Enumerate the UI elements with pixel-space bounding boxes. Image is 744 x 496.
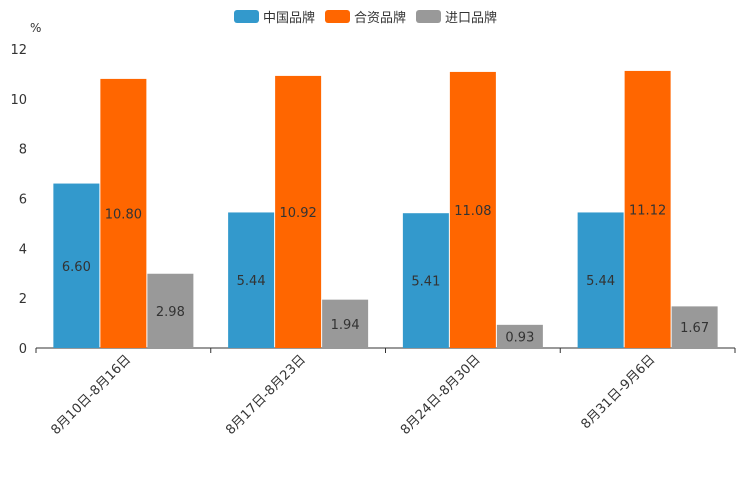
legend-label-jv-brand: 合资品牌 [354,11,407,26]
y-tick-label: 2 [19,292,27,307]
bar-value-label: 10.80 [105,207,142,222]
legend-item-import-brand[interactable]: 进口品牌 [416,7,497,26]
legend-label-import-brand: 进口品牌 [445,11,498,26]
bar [449,71,496,348]
bar-value-label: 10.92 [280,206,317,221]
bar-value-label: 11.12 [629,203,666,218]
bar-value-label: 0.93 [505,330,534,345]
chart-legend: 中国品牌 合资品牌 进口品牌 [234,7,497,26]
bar [496,324,543,348]
bar [577,212,624,348]
y-tick-label: 0 [19,342,27,357]
y-tick-label: 10 [10,93,27,108]
bar-value-label: 1.94 [331,318,360,333]
x-tick-label: 8月24日-8月30日 [398,352,484,438]
legend-label-china-brand: 中国品牌 [263,11,316,26]
bar [322,299,369,348]
bar-value-label: 1.67 [680,321,709,336]
bar [671,306,718,348]
legend-item-jv-brand[interactable]: 合资品牌 [325,7,406,26]
y-axis-unit: % [30,21,42,35]
legend-swatch-china-brand [234,10,259,23]
legend-swatch-import-brand [416,10,442,23]
y-tick-label: 4 [19,242,27,257]
bar-value-label: 6.60 [62,260,91,275]
bar-value-label: 5.44 [586,274,615,289]
bar [624,70,671,348]
bar [100,78,147,349]
bar [275,75,322,348]
y-tick-label: 12 [10,43,27,58]
bar [402,213,449,348]
bar [53,183,100,348]
x-tick-label: 8月10日-8月16日 [48,352,134,438]
bar-value-label: 5.41 [411,275,440,290]
bar-value-label: 2.98 [156,305,185,320]
legend-item-china-brand[interactable]: 中国品牌 [234,7,315,26]
legend-swatch-jv-brand [325,10,351,23]
bar-value-label: 11.08 [454,204,491,219]
y-tick-label: 6 [19,193,27,208]
x-tick-label: 8月17日-8月23日 [223,352,309,438]
bar [147,273,194,348]
bar-value-label: 5.44 [237,274,266,289]
x-tick-label: 8月31日-9月6日 [579,352,659,432]
bar [228,212,275,348]
y-tick-label: 8 [19,143,27,158]
